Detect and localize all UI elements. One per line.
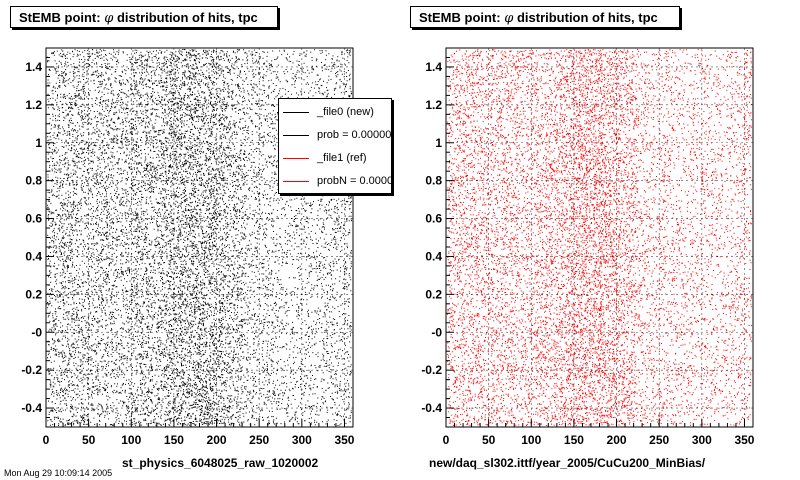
x-tick-label: 250 xyxy=(649,433,669,447)
y-tick-label: 1 xyxy=(35,136,42,150)
right-scatter-plot[interactable]: 0 50 100 150 200 250 300 350 -0.4 -0.2 -0 0.2 0.4 0.6… xyxy=(400,0,800,480)
x-tick-label: 200 xyxy=(207,433,227,447)
y-tick-label: -0 xyxy=(31,325,42,339)
timestamp-footer: Mon Aug 29 10:09:14 2005 xyxy=(4,468,113,478)
hit-point-cloud xyxy=(447,49,752,426)
legend-line-red xyxy=(283,180,309,182)
left-plot-panel: StEMB point: φ distribution of hits, tpc… xyxy=(0,0,400,480)
legend-line-black xyxy=(283,134,309,136)
y-tick-label: -0.4 xyxy=(21,401,42,415)
x-tick-label: 100 xyxy=(121,433,141,447)
right-plot-title: StEMB point: φ distribution of hits, tpc xyxy=(410,6,680,28)
right-x-axis-label: new/daq_sl302.ittf/year_2005/CuCu200_Min… xyxy=(429,456,706,470)
x-tick-label: 150 xyxy=(564,433,584,447)
y-tick-label: 0.4 xyxy=(25,249,42,263)
y-tick-label: 0.4 xyxy=(425,249,442,263)
phi-symbol: φ xyxy=(104,11,114,26)
right-plot-panel: StEMB point: φ distribution of hits, tpc… xyxy=(400,0,800,480)
y-tick-label: 1.2 xyxy=(425,98,442,112)
hit-point-cloud xyxy=(47,49,352,426)
x-tick-label: 350 xyxy=(334,433,354,447)
y-tick-label: -0.2 xyxy=(421,363,442,377)
y-tick-label: -0.2 xyxy=(21,363,42,377)
legend-entry-prob: prob = 0.000000 xyxy=(283,124,391,146)
phi-symbol: φ xyxy=(504,11,514,26)
x-tick-label: 300 xyxy=(692,433,712,447)
y-tick-label: -0 xyxy=(431,325,442,339)
left-plot-title: StEMB point: φ distribution of hits, tpc xyxy=(10,6,278,28)
x-tick-label: 0 xyxy=(443,433,450,447)
grid-lines xyxy=(446,48,753,427)
y-tick-label: 0.2 xyxy=(25,287,42,301)
x-tick-label: 350 xyxy=(734,433,754,447)
y-tick-label: 0.6 xyxy=(425,212,442,226)
x-tick-label: 50 xyxy=(82,433,96,447)
legend-entry-file1: _file1 (ref) xyxy=(283,147,391,169)
x-tick-label: 150 xyxy=(164,433,184,447)
y-tick-label: 0.8 xyxy=(25,174,42,188)
legend-entry-probN: probN = 0.000000 xyxy=(283,170,391,192)
x-tick-label: 250 xyxy=(249,433,269,447)
x-tick-label: 0 xyxy=(43,433,50,447)
x-tick-label: 50 xyxy=(482,433,496,447)
x-tick-label: 300 xyxy=(292,433,312,447)
y-tick-label: 1.4 xyxy=(25,60,42,74)
y-tick-label: 0.2 xyxy=(425,287,442,301)
hit-points xyxy=(47,49,352,426)
x-tick-label: 100 xyxy=(521,433,541,447)
y-tick-label: -0.4 xyxy=(421,401,442,415)
x-tick-label: 200 xyxy=(607,433,627,447)
legend[interactable]: _file0 (new) prob = 0.000000 _file1 (ref… xyxy=(278,98,392,194)
y-tick-label: 1.2 xyxy=(25,98,42,112)
legend-line-black xyxy=(283,111,309,113)
y-tick-label: 1 xyxy=(435,136,442,150)
legend-entry-file0: _file0 (new) xyxy=(283,101,391,123)
y-tick-label: 1.4 xyxy=(425,60,442,74)
left-scatter-plot[interactable]: 0 50 100 150 200 250 300 350 -0.4 -0.2 -0 0.2 0.4 0.6… xyxy=(0,0,400,480)
y-tick-label: 0.6 xyxy=(25,212,42,226)
left-x-axis-label: st_physics_6048025_raw_1020002 xyxy=(122,456,319,470)
hit-points xyxy=(447,49,752,426)
y-tick-label: 0.8 xyxy=(425,174,442,188)
legend-line-red xyxy=(283,157,309,159)
grid-lines xyxy=(46,48,353,427)
